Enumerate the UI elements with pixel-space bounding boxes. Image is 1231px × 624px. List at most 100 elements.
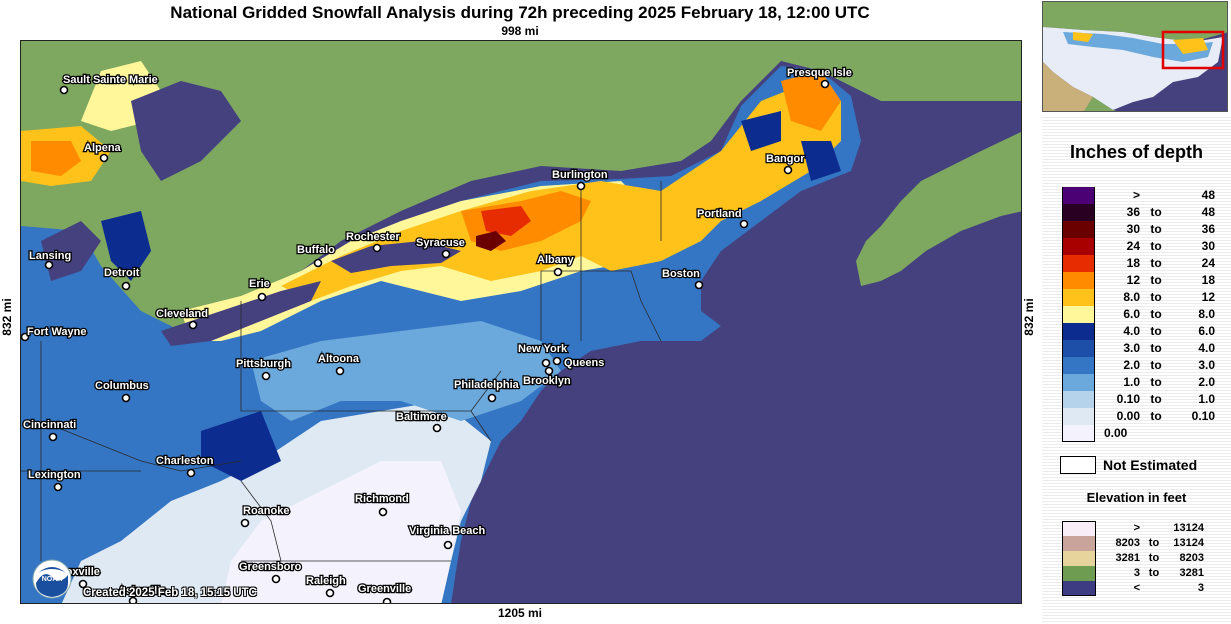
elevation-row: 3 to 3281 <box>1062 566 1227 581</box>
legend-row: 24 to 30 <box>1062 238 1227 255</box>
city-label-cleveland: Cleveland <box>156 308 208 320</box>
city-label-presque-isle: Presque Isle <box>787 67 852 79</box>
city-dot-virginia-beach <box>443 540 453 550</box>
city-label-boston: Boston <box>662 268 700 280</box>
city-dot-cleveland <box>188 320 198 330</box>
city-label-altoona: Altoona <box>318 353 360 365</box>
legend-swatch <box>1062 187 1095 204</box>
city-dot-syracuse <box>441 249 451 259</box>
north-land <box>21 41 1021 331</box>
legend-row: > 48 <box>1062 187 1227 204</box>
city-label-philadelphia: Philadelphia <box>454 379 520 391</box>
created-timestamp: Created 2025 Feb 18, 15:15 UTC <box>83 587 257 599</box>
city-dot-richmond <box>378 507 388 517</box>
elevation-title: Elevation in feet <box>1086 490 1187 505</box>
not-estimated-row: Not Estimated <box>1060 456 1230 474</box>
snow-pale-region <box>221 461 461 603</box>
snow-orange-region <box>21 81 841 301</box>
snowfall-map[interactable]: Sault Sainte Marie Alpena Lansing Detroi… <box>20 40 1022 604</box>
scale-right-label: 832 mi <box>1022 298 1036 336</box>
city-dot-brooklyn <box>544 366 554 376</box>
map-title: National Gridded Snowfall Analysis durin… <box>170 3 870 22</box>
city-label-new-york: New York <box>518 343 568 355</box>
legend-row: 30 to 36 <box>1062 221 1227 238</box>
city-label-asheville: Asheville <box>118 585 166 597</box>
city-label-charleston: Charleston <box>156 455 214 467</box>
city-label-portland: Portland <box>697 208 742 220</box>
city-label-bangor: Bangor <box>766 153 805 165</box>
elevation-row: < 3 <box>1062 581 1227 596</box>
city-label-buffalo: Buffalo <box>297 244 335 256</box>
city-dot-altoona <box>335 366 345 376</box>
atlantic-ocean <box>451 211 1021 603</box>
city-dot-queens <box>552 356 562 366</box>
legend-row: 4.0 to 6.0 <box>1062 323 1227 340</box>
lake-ontario <box>331 241 461 273</box>
legend-row: 12 to 18 <box>1062 272 1227 289</box>
city-dot-baltimore <box>432 423 442 433</box>
city-label-roanoke: Roanoke <box>243 505 289 517</box>
scale-top-label: 998 mi <box>501 24 539 38</box>
inset-region-box <box>1161 30 1225 70</box>
snow-red-region <box>481 206 531 236</box>
legend-row: 6.0 to 8.0 <box>1062 306 1227 323</box>
overview-inset-map <box>1042 1 1228 112</box>
city-label-virginia-beach: Virginia Beach <box>409 525 485 537</box>
snow-mid-blue-region <box>251 321 561 421</box>
noaa-logo-text: NOAA <box>42 576 63 583</box>
city-dot-burlington <box>576 181 586 191</box>
city-dot-greenville <box>382 597 392 603</box>
city-dot-presque-isle <box>820 79 830 89</box>
scale-bottom-label: 1205 mi <box>497 606 543 620</box>
city-label-erie: Erie <box>249 278 270 290</box>
legend-row: 1.0 to 2.0 <box>1062 374 1227 391</box>
city-dot-sault-sainte-marie <box>59 85 69 95</box>
legend-title: Inches of depth <box>1069 142 1203 162</box>
city-label-baltimore: Baltimore <box>396 411 447 423</box>
city-dot-lexington <box>53 482 63 492</box>
city-dot-greensboro <box>271 574 281 584</box>
city-label-alpena: Alpena <box>84 142 122 154</box>
legend-row: 18 to 24 <box>1062 255 1227 272</box>
legend-row: 0.00 to 0.10 <box>1062 408 1227 425</box>
legend-row: 8.0 to 12 <box>1062 289 1227 306</box>
city-label-fort-wayne: Fort Wayne <box>27 326 87 338</box>
city-dot-new-york <box>541 358 551 368</box>
legend-row: 0.10 to 1.0 <box>1062 391 1227 408</box>
legend-row: 36 to 48 <box>1062 204 1227 221</box>
city-label-columbus: Columbus <box>95 380 149 392</box>
city-label-queens: Queens <box>564 357 604 369</box>
elevation-row: 8203 to 13124 <box>1062 536 1227 551</box>
not-estimated-swatch <box>1060 456 1096 474</box>
city-label-lexington: Lexington <box>28 469 81 481</box>
city-label-brooklyn: Brooklyn <box>523 375 571 387</box>
elevation-row: 3281 to 8203 <box>1062 551 1227 566</box>
city-dot-boston <box>694 280 704 290</box>
city-dot-pittsburgh <box>261 371 271 381</box>
city-dot-cincinnati <box>48 432 58 442</box>
city-label-greenville: Greenville <box>358 583 411 595</box>
legend-hi: 48 <box>1201 188 1215 202</box>
city-label-burlington: Burlington <box>552 169 608 181</box>
snow-dark-red-region <box>476 231 506 251</box>
noaa-logo: NOAA <box>32 559 72 599</box>
city-dot-alpena <box>99 153 109 163</box>
legend-lo: > <box>1132 188 1140 202</box>
city-dot-roanoke <box>240 518 250 528</box>
city-label-albany: Albany <box>537 254 575 266</box>
city-dot-columbus <box>121 393 131 403</box>
city-dot-portland <box>739 219 749 229</box>
city-dot-detroit <box>121 281 131 291</box>
lake-michigan-huron <box>41 81 241 281</box>
city-label-lansing: Lansing <box>29 250 71 262</box>
city-label-detroit: Detroit <box>104 267 140 279</box>
city-dot-raleigh <box>325 588 335 598</box>
city-label-rochester: Rochester <box>346 231 401 243</box>
city-dot-rochester <box>372 243 382 253</box>
city-dot-knoxville <box>78 579 88 589</box>
city-dot-albany <box>553 267 563 277</box>
city-dot-lansing <box>44 260 54 270</box>
city-label-greensboro: Greensboro <box>239 561 302 573</box>
legend-row: 0.00 <box>1062 425 1227 442</box>
city-dot-erie <box>257 292 267 302</box>
